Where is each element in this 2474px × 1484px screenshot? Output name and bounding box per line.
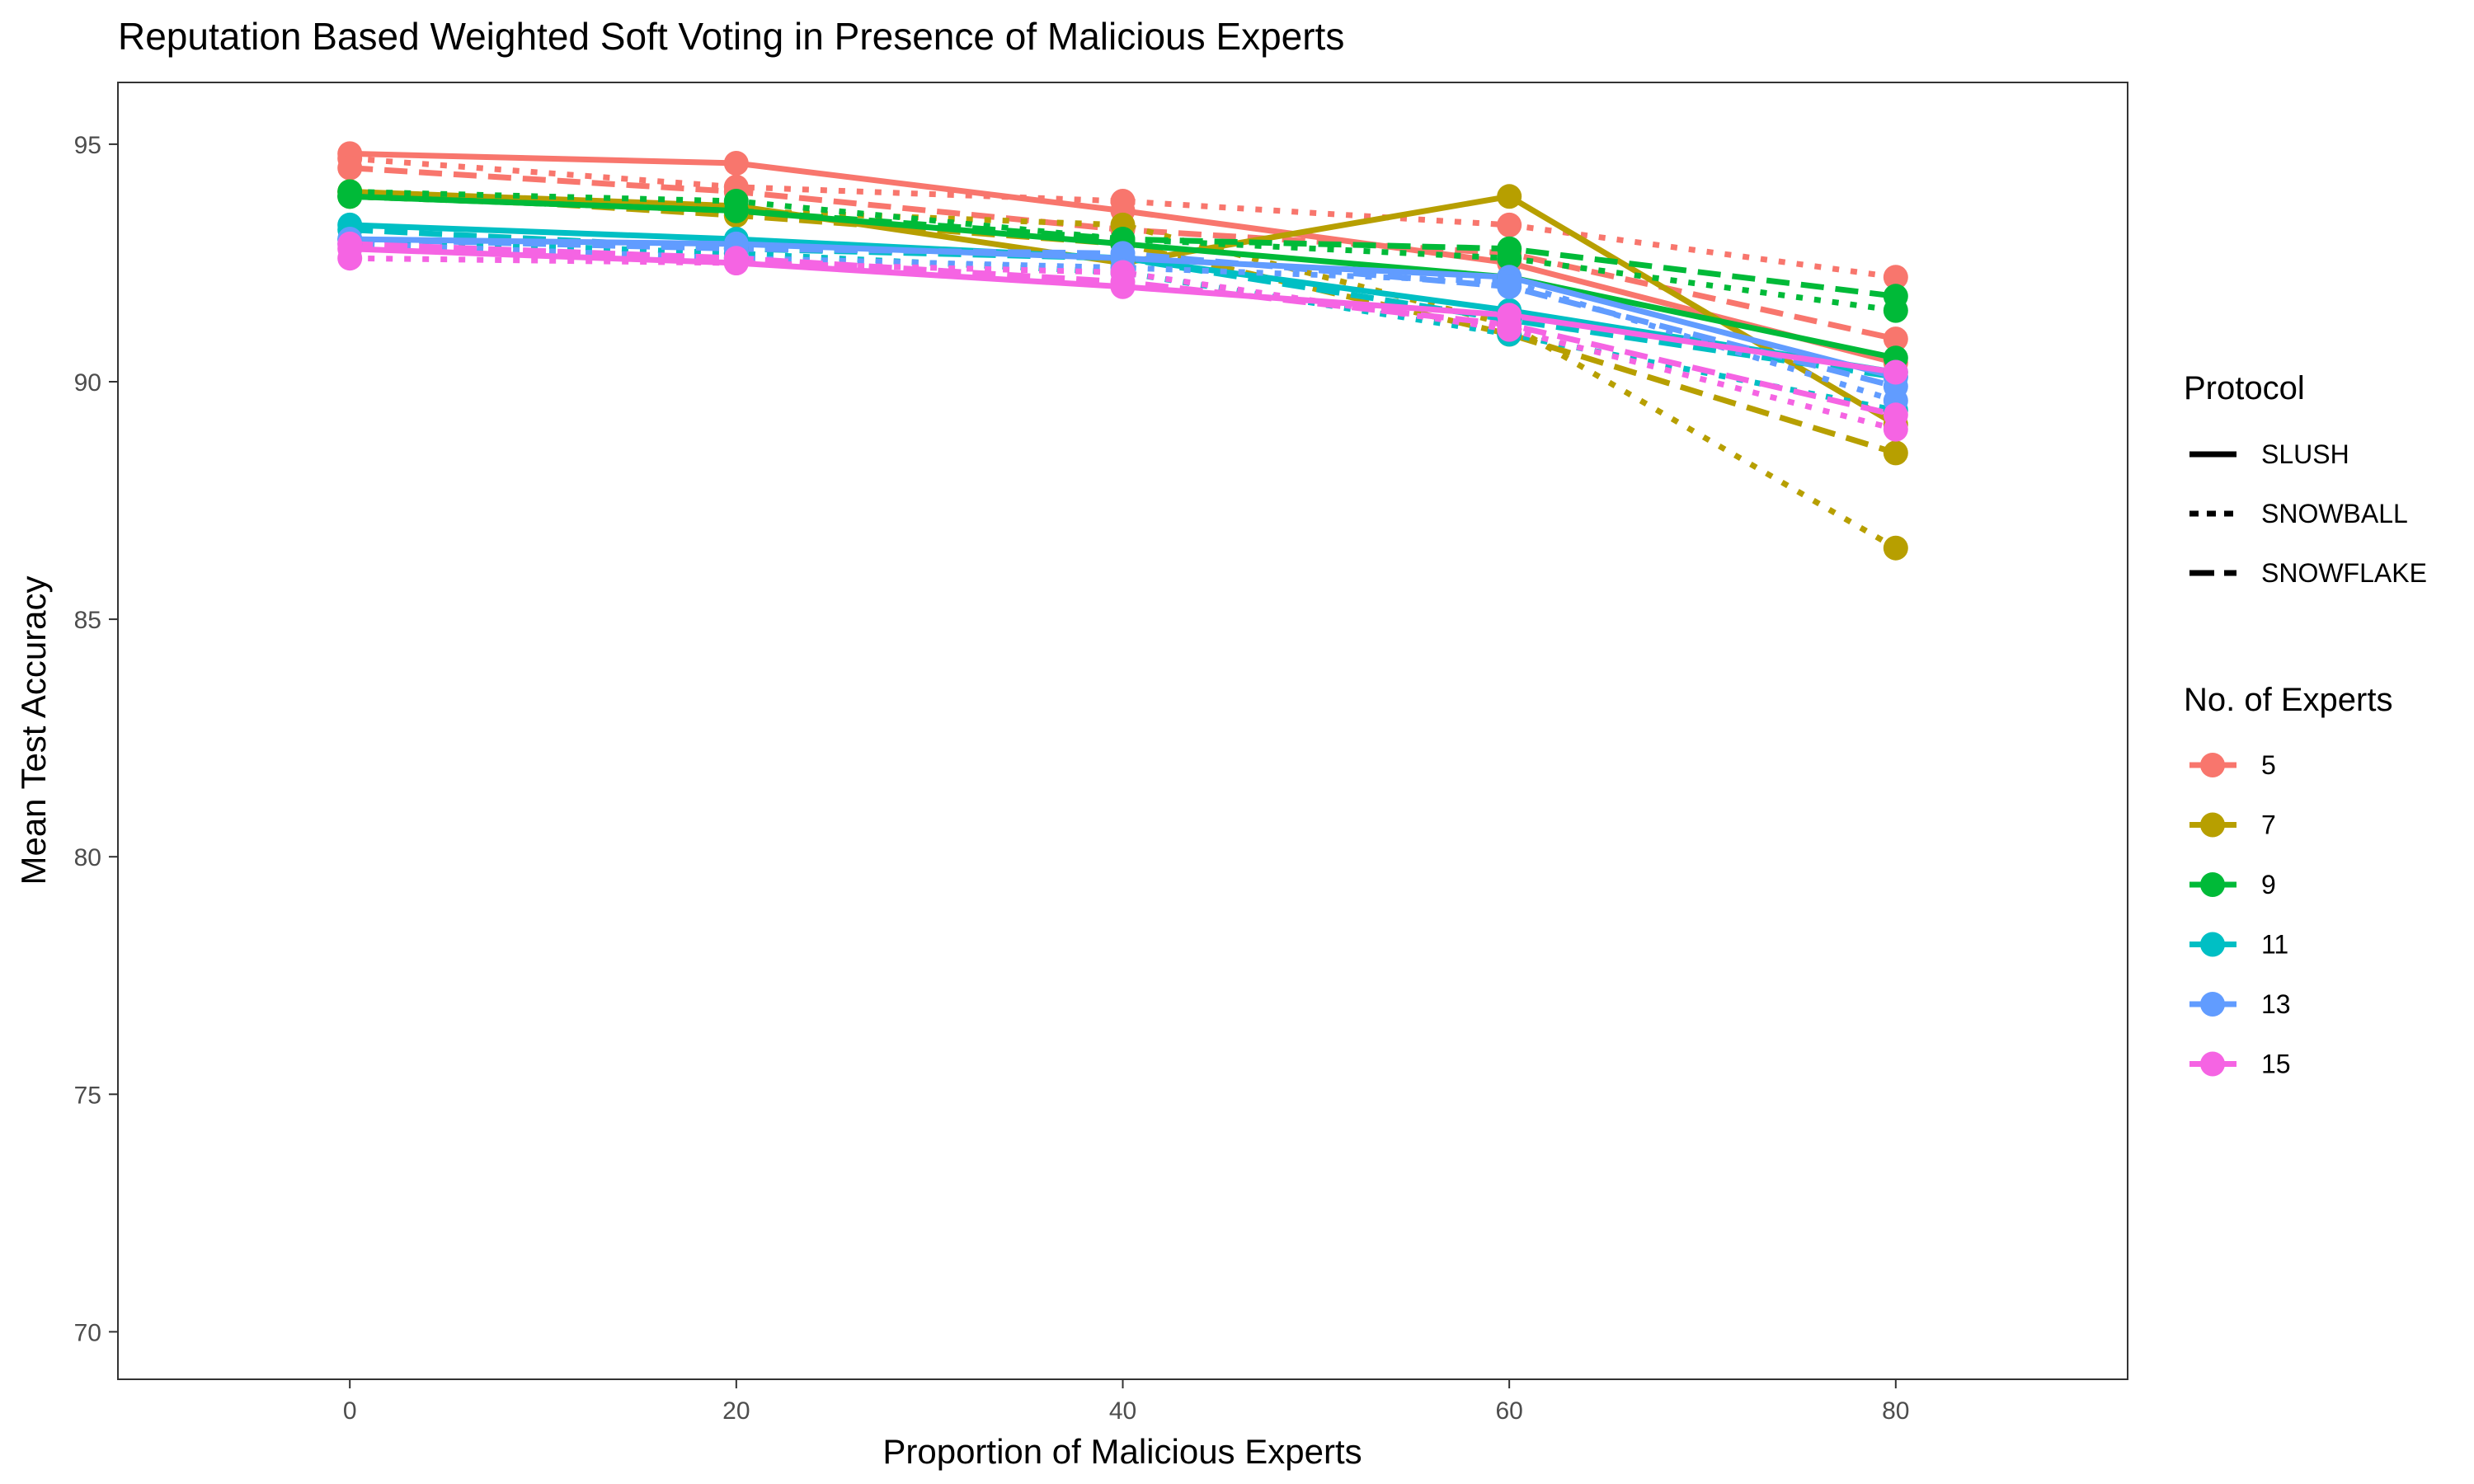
x-tick-label: 20	[722, 1397, 750, 1425]
y-tick-label: 75	[74, 1082, 101, 1109]
x-tick-label: 60	[1495, 1397, 1522, 1425]
y-tick-label: 80	[74, 844, 101, 871]
series-line-5-snowball	[349, 155, 1897, 280]
x-axis: 0 20 40 60 80	[343, 1379, 1909, 1425]
y-tick-label: 70	[74, 1319, 101, 1346]
data-point	[337, 184, 363, 209]
x-tick-label: 0	[343, 1397, 357, 1425]
data-point	[1883, 284, 1908, 309]
data-point	[1883, 265, 1908, 290]
data-point	[1110, 189, 1136, 214]
data-point	[1497, 184, 1522, 209]
data-point	[723, 151, 749, 176]
x-axis-title: Proportion of Malicious Experts	[882, 1432, 1362, 1471]
data-point	[337, 231, 363, 256]
series-line-11-snowball	[350, 236, 1897, 414]
y-axis: 70 75 80 85 90 95	[74, 132, 118, 1346]
experts-legend-label: 11	[2261, 930, 2288, 960]
series-line-15-snowball	[350, 255, 1897, 432]
protocol-legend-title: Protocol	[2184, 370, 2305, 406]
experts-legend-label: 13	[2261, 989, 2291, 1019]
experts-legend-key-point	[2200, 932, 2225, 957]
experts-legend-key-point	[2200, 1051, 2225, 1077]
data-point	[1883, 535, 1908, 561]
data-point	[1497, 274, 1522, 299]
protocol-legend-label: SLUSH	[2261, 439, 2349, 469]
x-tick-label: 80	[1882, 1397, 1909, 1425]
protocol-legend-label: SNOWBALL	[2261, 499, 2408, 528]
data-point	[1110, 241, 1136, 266]
protocol-legend-label: SNOWFLAKE	[2261, 558, 2427, 588]
x-tick-label: 40	[1109, 1397, 1136, 1425]
data-point	[1883, 326, 1908, 352]
experts-legend-title: No. of Experts	[2184, 682, 2392, 718]
points-layer	[337, 141, 1908, 561]
y-tick-label: 95	[74, 132, 101, 159]
series-line-9-snowball	[350, 189, 1897, 314]
chart-title: Reputation Based Weighted Soft Voting in…	[118, 15, 1344, 58]
data-point	[1883, 440, 1908, 466]
experts-legend-key-point	[2200, 812, 2225, 838]
experts-legend-label: 9	[2261, 870, 2276, 899]
y-axis-title: Mean Test Accuracy	[14, 575, 53, 885]
experts-legend-key-point	[2200, 753, 2225, 777]
experts-legend-label: 15	[2261, 1050, 2291, 1079]
data-point	[1110, 270, 1136, 294]
data-point	[1497, 236, 1522, 261]
y-tick-label: 85	[74, 607, 101, 634]
y-tick-label: 90	[74, 369, 101, 397]
experts-legend-label: 7	[2261, 810, 2276, 840]
data-point	[1883, 359, 1908, 385]
protocol-legend: Protocol SLUSH SNOWBALL SNOWFLAKE	[2184, 370, 2427, 588]
experts-legend-key-point	[2200, 872, 2225, 897]
data-point	[1497, 212, 1522, 237]
experts-legend: No. of Experts 5 7 9 11 13 15	[2184, 682, 2392, 1079]
experts-legend-key-point	[2200, 992, 2225, 1017]
data-point	[1497, 312, 1522, 337]
experts-legend-label: 5	[2261, 750, 2276, 780]
data-point	[723, 198, 749, 223]
data-point	[723, 246, 749, 271]
data-point	[337, 155, 363, 181]
data-point	[1883, 402, 1908, 428]
